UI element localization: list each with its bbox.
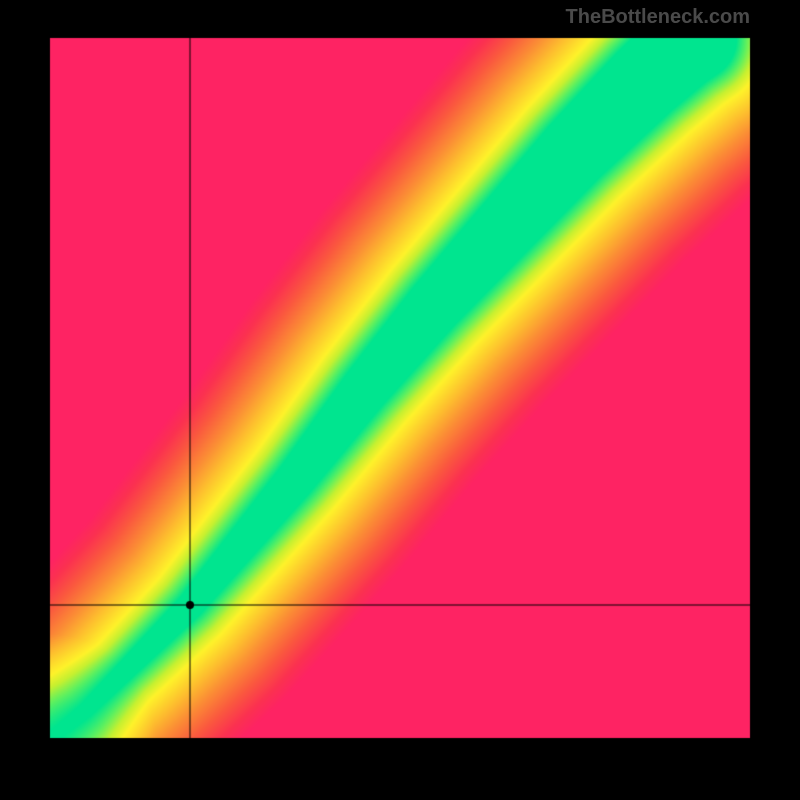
chart-container: TheBottleneck.com <box>0 0 800 800</box>
bottleneck-heatmap <box>0 0 800 800</box>
watermark-text: TheBottleneck.com <box>566 6 750 29</box>
